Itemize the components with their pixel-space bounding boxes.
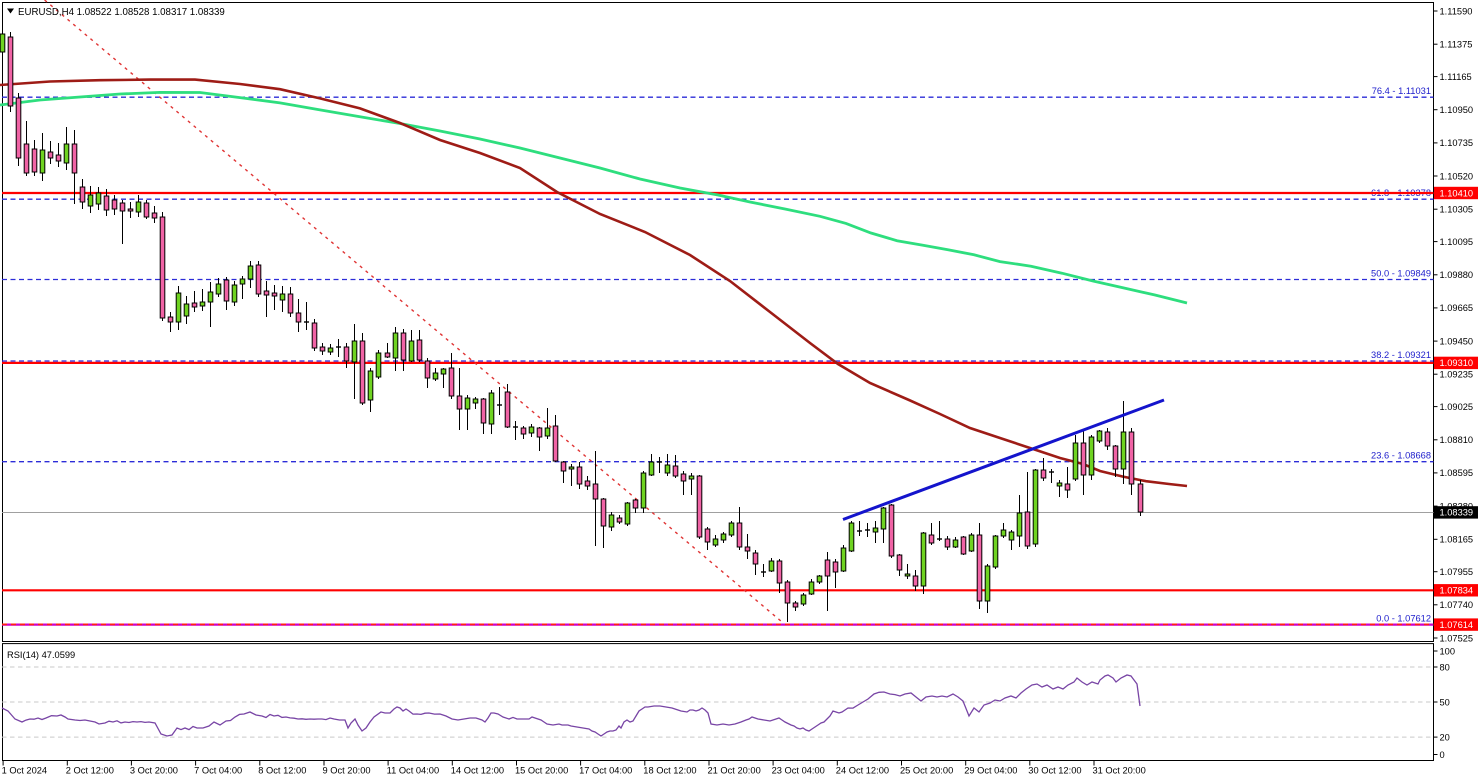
svg-text:18 Oct 12:00: 18 Oct 12:00 — [643, 766, 696, 776]
svg-text:EURUSD,H4 1.08522 1.08528 1.0: EURUSD,H4 1.08522 1.08528 1.08317 1.0833… — [18, 7, 225, 18]
svg-text:23.6 - 1.08668: 23.6 - 1.08668 — [1371, 451, 1431, 461]
svg-text:20: 20 — [1440, 732, 1450, 742]
svg-text:1.11375: 1.11375 — [1440, 40, 1473, 50]
svg-text:1.07740: 1.07740 — [1440, 600, 1474, 610]
svg-text:1.09665: 1.09665 — [1440, 303, 1474, 313]
svg-text:1.09310: 1.09310 — [1440, 358, 1474, 368]
svg-text:11 Oct 04:00: 11 Oct 04:00 — [387, 766, 440, 776]
svg-text:17 Oct 04:00: 17 Oct 04:00 — [579, 766, 632, 776]
svg-text:1.09880: 1.09880 — [1440, 270, 1474, 280]
svg-text:1.09450: 1.09450 — [1440, 336, 1474, 346]
svg-text:1.08339: 1.08339 — [1440, 508, 1474, 518]
svg-text:1.10410: 1.10410 — [1440, 188, 1474, 198]
svg-text:1.10950: 1.10950 — [1440, 105, 1474, 115]
svg-text:1.10520: 1.10520 — [1440, 171, 1474, 181]
svg-text:8 Oct 12:00: 8 Oct 12:00 — [258, 766, 306, 776]
svg-text:RSI(14) 47.0599: RSI(14) 47.0599 — [7, 650, 75, 660]
svg-text:29 Oct 04:00: 29 Oct 04:00 — [964, 766, 1017, 776]
svg-text:1 Oct 2024: 1 Oct 2024 — [2, 766, 47, 776]
svg-text:1.07614: 1.07614 — [1440, 620, 1474, 630]
svg-text:1.10305: 1.10305 — [1440, 205, 1474, 215]
svg-text:50.0 - 1.09849: 50.0 - 1.09849 — [1371, 269, 1431, 279]
svg-text:38.2 - 1.09321: 38.2 - 1.09321 — [1371, 350, 1431, 360]
svg-text:1.07955: 1.07955 — [1440, 567, 1474, 577]
svg-text:80: 80 — [1440, 662, 1450, 672]
svg-text:1.11590: 1.11590 — [1440, 6, 1473, 16]
svg-text:21 Oct 20:00: 21 Oct 20:00 — [708, 766, 761, 776]
svg-text:7 Oct 04:00: 7 Oct 04:00 — [194, 766, 242, 776]
svg-text:25 Oct 20:00: 25 Oct 20:00 — [900, 766, 953, 776]
svg-text:1.10095: 1.10095 — [1440, 237, 1474, 247]
svg-text:1.09025: 1.09025 — [1440, 402, 1474, 412]
svg-text:50: 50 — [1440, 697, 1450, 707]
svg-text:1.09235: 1.09235 — [1440, 370, 1474, 380]
svg-text:100: 100 — [1440, 646, 1456, 656]
svg-text:0: 0 — [1440, 750, 1445, 760]
svg-text:1.07834: 1.07834 — [1440, 586, 1474, 596]
svg-text:30 Oct 12:00: 30 Oct 12:00 — [1028, 766, 1081, 776]
svg-text:9 Oct 20:00: 9 Oct 20:00 — [323, 766, 371, 776]
svg-text:14 Oct 12:00: 14 Oct 12:00 — [451, 766, 504, 776]
svg-text:31 Oct 20:00: 31 Oct 20:00 — [1093, 766, 1146, 776]
svg-text:1.08165: 1.08165 — [1440, 535, 1474, 545]
svg-text:1.08595: 1.08595 — [1440, 468, 1474, 478]
svg-text:76.4 - 1.11031: 76.4 - 1.11031 — [1372, 86, 1431, 96]
svg-text:24 Oct 12:00: 24 Oct 12:00 — [836, 766, 889, 776]
svg-text:15 Oct 20:00: 15 Oct 20:00 — [515, 766, 568, 776]
svg-text:23 Oct 04:00: 23 Oct 04:00 — [772, 766, 825, 776]
svg-text:1.07525: 1.07525 — [1440, 633, 1474, 643]
svg-text:0.0 - 1.07612: 0.0 - 1.07612 — [1376, 613, 1431, 623]
svg-text:1.11165: 1.11165 — [1440, 72, 1472, 82]
svg-text:1.08810: 1.08810 — [1440, 435, 1474, 445]
svg-text:2 Oct 12:00: 2 Oct 12:00 — [66, 766, 114, 776]
svg-text:1.10735: 1.10735 — [1440, 138, 1474, 148]
svg-text:3 Oct 20:00: 3 Oct 20:00 — [130, 766, 178, 776]
